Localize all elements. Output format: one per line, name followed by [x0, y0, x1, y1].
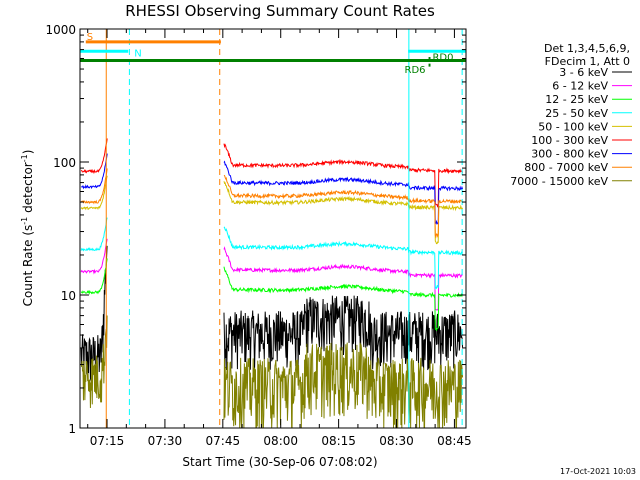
x-tick-label: 08:00 [263, 434, 298, 448]
series-4 [80, 175, 463, 245]
series-line [80, 217, 108, 252]
x-axis-ticks: 07:15 07:30 07:45 08:00 08:15 08:30 08:45 [87, 29, 472, 448]
legend: Det 1,3,4,5,6,9,FDecim 1, Att 03 - 6 keV… [510, 42, 632, 188]
legend-title: Det 1,3,4,5,6,9, [544, 42, 630, 55]
legend-entry-label: 12 - 25 keV [545, 93, 608, 106]
series-1 [80, 238, 463, 311]
series-line [80, 315, 108, 409]
y-axis-label: Count Rate (s-1 detector-1) [20, 150, 35, 307]
generated-timestamp: 17-Oct-2021 10:03 [560, 467, 636, 476]
series-line [80, 258, 108, 296]
series-line [223, 174, 463, 239]
series-2 [80, 258, 464, 332]
series-0 [80, 245, 464, 381]
y-tick-label: 10 [61, 289, 76, 303]
series-line [223, 295, 464, 371]
legend-entry-label: 800 - 7000 keV [524, 161, 608, 174]
legend-title: FDecim 1, Att 0 [545, 55, 630, 68]
x-tick-label: 07:30 [148, 434, 183, 448]
y-tick-label: 1 [68, 422, 76, 436]
x-tick-label: 08:15 [321, 434, 356, 448]
series-line [81, 138, 108, 175]
series-line [80, 245, 108, 381]
legend-entry-label: 6 - 12 keV [552, 80, 608, 93]
y-tick-label: 100 [53, 156, 76, 170]
series-8 [80, 315, 464, 429]
series-7 [80, 168, 463, 239]
x-tick-label: 08:45 [437, 434, 472, 448]
chart-title: RHESSI Observing Summary Count Rates [125, 2, 435, 20]
series-line [223, 342, 464, 429]
series-line [80, 175, 108, 211]
series-line [80, 168, 108, 205]
flag-bars: S N RD6 RD0 [80, 32, 466, 76]
plot-frame [79, 28, 467, 429]
series-5 [81, 138, 464, 208]
legend-entry-label: 50 - 100 keV [538, 120, 608, 133]
legend-entry-label: 7000 - 15000 keV [510, 175, 608, 188]
y-axis-ticks: 1 10 100 1000 [45, 23, 466, 436]
legend-entry-label: 300 - 800 keV [531, 148, 608, 161]
legend-entry-label: 3 - 6 keV [559, 66, 608, 79]
series-line [223, 143, 464, 208]
flag-label: S [87, 32, 93, 43]
series-line [81, 153, 108, 190]
flag-label: N [134, 48, 141, 59]
x-axis-label: Start Time (30-Sep-06 07:08:02) [182, 455, 377, 469]
series-line [223, 266, 464, 332]
flag-label: RD6 [405, 65, 426, 76]
vertical-markers [105, 29, 463, 428]
series-line [80, 238, 108, 275]
series-line [223, 160, 464, 225]
x-tick-label: 08:30 [379, 434, 414, 448]
series-layer [80, 138, 464, 429]
x-tick-label: 07:15 [90, 434, 125, 448]
legend-entry-label: 100 - 300 keV [531, 134, 608, 147]
series-6 [81, 153, 464, 225]
series-3 [80, 217, 463, 290]
series-line [223, 246, 463, 311]
series-line [223, 226, 463, 290]
flag-label: RD0 [432, 53, 453, 64]
x-tick-label: 07:45 [206, 434, 241, 448]
y-tick-label: 1000 [45, 23, 76, 37]
legend-entry-label: 25 - 50 keV [545, 107, 608, 120]
series-line [223, 181, 463, 245]
